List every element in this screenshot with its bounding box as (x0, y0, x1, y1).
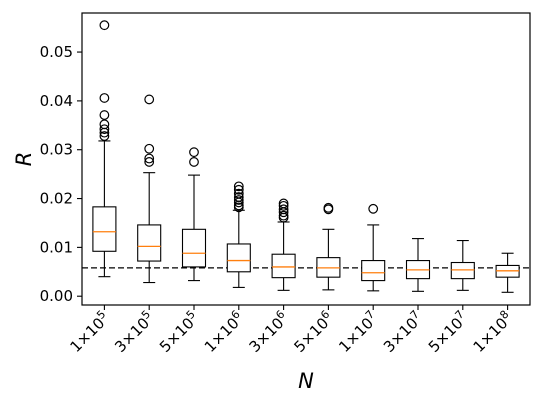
plot-area (82, 20, 530, 293)
x-tick-label: 1×107 (334, 308, 382, 356)
box-6 (316, 202, 341, 291)
y-tick-label: 0.03 (40, 141, 73, 159)
outlier-point (99, 20, 110, 31)
outlier-point (278, 204, 289, 215)
outlier-point (99, 93, 110, 103)
interquartile-box (181, 228, 207, 268)
outlier-point (368, 203, 379, 214)
box-10 (495, 252, 520, 293)
interquartile-box (271, 253, 296, 279)
outlier-point (233, 195, 244, 205)
outlier-point (144, 94, 155, 105)
y-tick-label: 0.05 (40, 43, 73, 61)
outlier-point (144, 153, 155, 164)
box-3 (181, 147, 207, 282)
outlier-point (278, 210, 289, 221)
box-7 (361, 203, 386, 292)
outlier-point (189, 157, 199, 167)
x-axis: 1×105 3×105 5×105 1×106 3×106 5×106 1×107 3×107… (65, 305, 516, 356)
x-tick-label: 5×106 (289, 308, 337, 356)
outlier-point (189, 147, 199, 158)
x-tick-label: 3×107 (379, 308, 427, 356)
y-tick-label: 0.01 (40, 238, 73, 256)
x-tick-label: 1×106 (199, 308, 247, 356)
x-tick-label: 5×107 (423, 308, 471, 356)
box-1 (92, 20, 117, 278)
y-tick-label: 0.00 (40, 287, 73, 305)
outlier-point (233, 181, 244, 192)
outlier-point (233, 192, 244, 202)
interquartile-box (361, 260, 386, 282)
outlier-point (99, 119, 110, 130)
box-2 (137, 94, 162, 284)
outlier-point (278, 200, 289, 211)
box-9 (450, 239, 475, 291)
interquartile-box (92, 206, 117, 252)
interquartile-box (226, 243, 251, 273)
x-tick-label: 3×105 (110, 308, 158, 356)
y-axis-label: R (12, 152, 36, 167)
x-tick-label: 5×105 (155, 308, 203, 356)
x-tick-label: 1×105 (65, 308, 113, 356)
x-tick-label: 1×108 (468, 308, 516, 356)
axes-frame (81, 12, 531, 306)
outlier-point (233, 188, 244, 199)
box-8 (405, 238, 431, 292)
y-axis: 0.00 0.01 0.02 0.03 0.04 0.05 (40, 43, 82, 305)
outlier-point (278, 198, 289, 209)
outlier-point (323, 202, 334, 213)
outlier-point (144, 157, 155, 167)
x-tick-label: 3×106 (244, 308, 292, 356)
outlier-point (144, 143, 155, 154)
outlier-point (99, 110, 110, 120)
box-4 (226, 181, 251, 288)
x-axis-label: N (298, 369, 314, 393)
interquartile-box (450, 261, 475, 280)
box-5 (271, 198, 296, 291)
outlier-point (99, 124, 110, 135)
y-tick-label: 0.04 (40, 92, 73, 110)
interquartile-box (137, 224, 162, 262)
outlier-point (99, 131, 110, 141)
y-tick-label: 0.02 (40, 190, 73, 208)
outlier-point (233, 184, 244, 195)
